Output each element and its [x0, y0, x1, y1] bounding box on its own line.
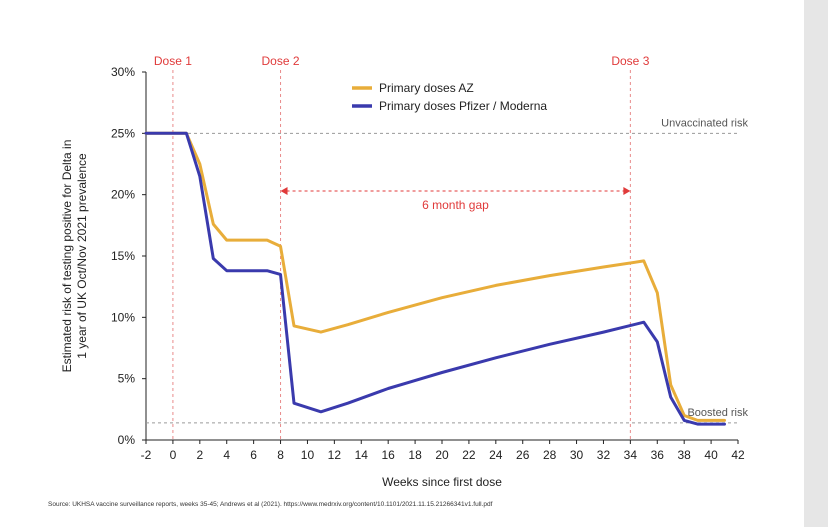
- x-tick-label: 42: [731, 448, 745, 462]
- dose-label-dose-3: Dose 3: [611, 54, 649, 68]
- y-axis-title-line-2: 1 year of UK Oct/Nov 2021 prevalence: [75, 153, 89, 359]
- x-tick-label: 0: [170, 448, 177, 462]
- x-tick-label: 8: [277, 448, 284, 462]
- y-tick-label: 30%: [111, 65, 135, 79]
- y-tick-label: 10%: [111, 310, 135, 324]
- series-line-pfizer-moderna: [144, 131, 726, 426]
- reference-label-boosted-risk: Boosted risk: [687, 407, 748, 419]
- reference-lines: Unvaccinated risk Boosted risk: [146, 117, 748, 424]
- gap-annotation: 6 month gap: [280, 186, 631, 212]
- legend-label-pfizer-moderna: Primary doses Pfizer / Moderna: [379, 99, 547, 113]
- x-tick-label: 34: [624, 448, 638, 462]
- side-panel: [804, 0, 828, 527]
- dose-label-dose-1: Dose 1: [154, 54, 192, 68]
- x-tick-label: 18: [408, 448, 422, 462]
- gap-label: 6 month gap: [422, 198, 489, 212]
- series-lines: [144, 131, 726, 426]
- legend-label-az: Primary doses AZ: [379, 81, 474, 95]
- x-tick-label: 26: [516, 448, 530, 462]
- y-axis-title: Estimated risk of testing positive for D…: [60, 140, 89, 373]
- legend: Primary doses AZ Primary doses Pfizer / …: [352, 81, 547, 113]
- dose-label-dose-2: Dose 2: [262, 54, 300, 68]
- x-tick-label: 14: [355, 448, 369, 462]
- y-tick-label: 20%: [111, 188, 135, 202]
- x-tick-label: 38: [678, 448, 692, 462]
- x-tick-label: 24: [489, 448, 503, 462]
- y-tick-label: 15%: [111, 249, 135, 263]
- gap-arrow-left-head: [280, 186, 288, 195]
- reference-label-unvaccinated-risk: Unvaccinated risk: [661, 117, 748, 129]
- y-tick-labels: 0% 5% 10% 15% 20% 25% 30%: [111, 65, 135, 447]
- x-tick-label: 10: [301, 448, 315, 462]
- x-tick-label: 22: [462, 448, 476, 462]
- dose-lines: Dose 1 Dose 2 Dose 3: [154, 54, 650, 440]
- x-tick-label: 20: [435, 448, 449, 462]
- x-tick-label: 6: [250, 448, 257, 462]
- x-tick-label: 4: [223, 448, 230, 462]
- y-tick-label: 5%: [118, 372, 136, 386]
- x-tick-label: 16: [382, 448, 396, 462]
- y-tick-label: 25%: [111, 126, 135, 140]
- x-tick-label: 40: [704, 448, 718, 462]
- x-tick-label: 12: [328, 448, 342, 462]
- x-tick-label: 32: [597, 448, 611, 462]
- axes: [142, 71, 739, 444]
- x-tick-label: -2: [141, 448, 152, 462]
- y-tick-label: 0%: [118, 433, 136, 447]
- gap-arrow-right-head: [623, 186, 631, 195]
- x-axis-title: Weeks since first dose: [382, 475, 502, 489]
- x-tick-labels: -2 0 2 4 6 8 10 12 14 16 18 20 22 24 26 28 30 32 34 36 38 40 4…: [141, 448, 745, 462]
- x-tick-label: 30: [570, 448, 584, 462]
- series-line-az: [144, 131, 726, 422]
- chart: Estimated risk of testing positive for D…: [48, 54, 748, 508]
- y-axis-title-line-1: Estimated risk of testing positive for D…: [60, 140, 74, 373]
- source-note: Source: UKHSA vaccine surveillance repor…: [48, 501, 493, 508]
- x-tick-label: 28: [543, 448, 557, 462]
- x-tick-label: 2: [196, 448, 203, 462]
- x-tick-label: 36: [651, 448, 665, 462]
